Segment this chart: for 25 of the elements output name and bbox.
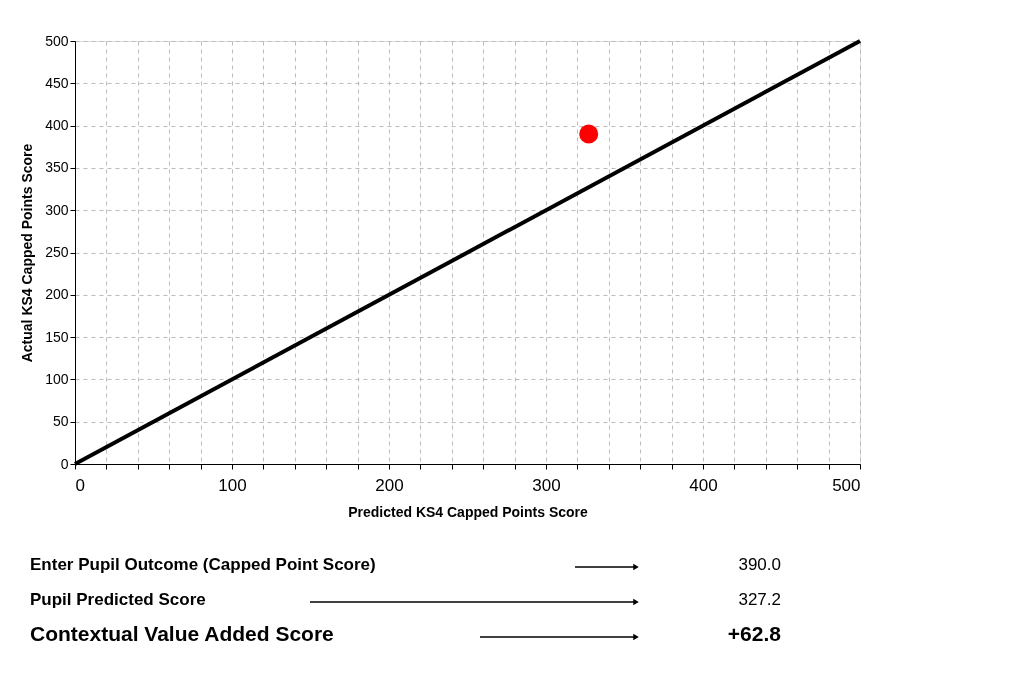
x-tick-label: 300 — [532, 475, 561, 495]
text: Enter Pupil Outcome (Capped Point Score) — [30, 555, 376, 574]
text: 390.0 — [738, 555, 781, 574]
x-tick-label: 100 — [218, 475, 247, 495]
y-tick-label: 150 — [45, 328, 69, 345]
y-axis-title: Actual KS4 Capped Points Score — [19, 143, 36, 363]
x-tick-label: 400 — [689, 475, 718, 495]
y-tick-label: 500 — [45, 32, 69, 49]
text: Contextual Value Added Score — [30, 622, 334, 645]
y-tick-label: 450 — [45, 74, 69, 91]
y-tick-label: 250 — [45, 244, 69, 260]
y-tick-label: 50 — [52, 413, 69, 430]
x-tick-label: 0 — [75, 475, 85, 495]
y-tick-label: 0 — [60, 455, 69, 472]
x-tick-label: 200 — [375, 475, 404, 495]
x-axis-title: Predicted KS4 Capped Points Score — [348, 503, 589, 520]
y-tick-label: 350 — [45, 159, 69, 176]
text: +62.8 — [727, 622, 782, 645]
text: Pupil Predicted Score — [30, 590, 206, 609]
y-tick-label: 200 — [45, 286, 69, 303]
text: 327.2 — [738, 590, 781, 609]
y-tick-label: 300 — [45, 201, 69, 218]
y-tick-label: 400 — [45, 117, 69, 134]
x-tick-label: 500 — [832, 475, 861, 495]
y-tick-label: 100 — [45, 370, 69, 387]
